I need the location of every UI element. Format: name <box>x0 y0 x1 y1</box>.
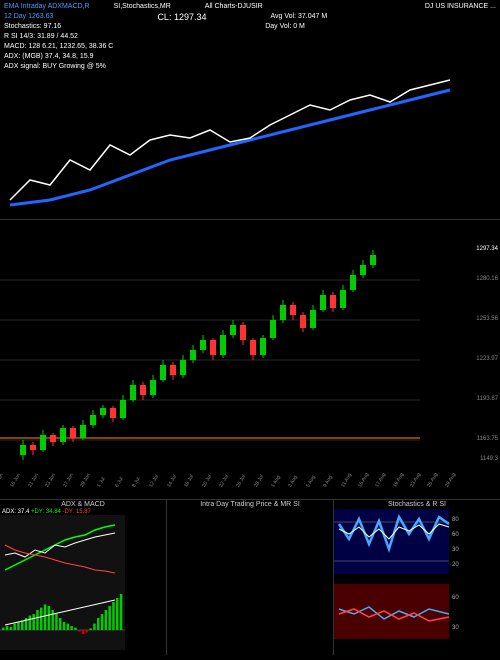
close-price: CL: 1297.34 <box>157 12 206 22</box>
adx-subtitle: ADX: 37.4 +DY: 34.84 -DY: 15.87 <box>0 509 166 515</box>
indicator-label-2: SI,Stochastics,MR <box>114 2 171 12</box>
stochastics-val: Stochastics: 97.16 <box>4 22 61 32</box>
svg-text:60: 60 <box>452 532 459 538</box>
avg-vol: Avg Vol: 37.047 M <box>270 12 327 22</box>
stoch-title: Stochastics & R SI <box>334 500 500 509</box>
bottom-indicators: ADX & MACD ADX: 37.4 +DY: 34.84 -DY: 15.… <box>0 500 500 660</box>
candlestick-chart[interactable]: 1297.341280.161253.561223.971193.871163.… <box>0 220 500 500</box>
adx-macd-panel[interactable]: ADX & MACD ADX: 37.4 +DY: 34.84 -DY: 15.… <box>0 500 167 655</box>
indicator-label-3: All Charts-DJUSIR <box>205 2 263 12</box>
macd-val: MACD: 128 6.21, 1232.65, 38.36 C <box>4 42 113 52</box>
day-ema: 12 Day 1263.63 <box>4 12 53 22</box>
price-axis: 1297.341280.161253.561223.971193.871163.… <box>463 220 498 499</box>
stochastics-panel[interactable]: Stochastics & R SI 80 60 30 20 60 30 <box>334 500 500 655</box>
rsi-val: R SI 14/3: 31.89 / 44.52 <box>4 32 78 42</box>
svg-text:20: 20 <box>452 562 459 568</box>
intra-title: Intra Day Trading Price & MR SI <box>167 500 333 509</box>
svg-text:30: 30 <box>452 547 459 553</box>
day-vol: Day Vol: 0 M <box>265 22 305 32</box>
adx-title: ADX & MACD <box>0 500 166 509</box>
price-line-chart[interactable] <box>0 60 500 220</box>
header-info: EMA Intraday ADXMACD,R SI,Stochastics,MR… <box>0 0 500 60</box>
svg-text:60: 60 <box>452 595 459 601</box>
date-axis: 14 Jun16 Jun21 Jun23 Jun27 Jun29 Jun1 Ju… <box>0 481 460 499</box>
indicator-label-1: EMA Intraday ADXMACD,R <box>4 2 90 12</box>
title-right: DJ US INSURANCE ... <box>425 2 496 12</box>
svg-text:30: 30 <box>452 625 459 631</box>
svg-text:80: 80 <box>452 517 459 523</box>
intraday-panel[interactable]: Intra Day Trading Price & MR SI <box>167 500 334 655</box>
